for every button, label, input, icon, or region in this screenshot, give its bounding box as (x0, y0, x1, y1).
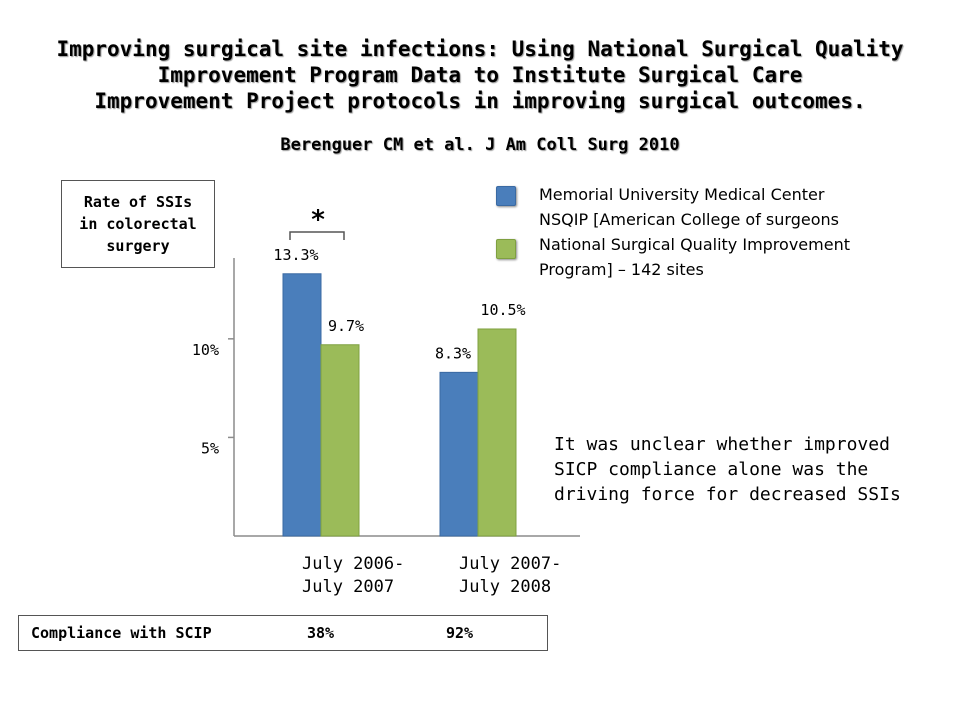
data-label-memorial-period-2: 8.3% (435, 344, 471, 362)
note-line-3: driving force for decreased SSIs (554, 484, 901, 505)
legend-entry-memorial: Memorial University Medical Center (496, 182, 946, 207)
x-tick-label-1-line-1: July 2006- (302, 554, 404, 574)
note-line-2: SICP compliance alone was the (554, 459, 869, 480)
data-label-memorial-period-1: 13.3% (273, 246, 318, 264)
x-tick-label-2-line-1: July 2007- (459, 554, 561, 574)
bar-memorial-period-2 (439, 371, 479, 537)
legend-label-nsqip-line-2: National Surgical Quality Improvement (539, 235, 850, 254)
chart-title: Improving surgical site infections: Usin… (20, 36, 940, 114)
y-tick-label-1: 5% (201, 439, 219, 457)
data-label-nsqip-period-1: 9.7% (328, 317, 364, 335)
y-axis-label-line-3: surgery (106, 237, 170, 255)
title-line-1: Improving surgical site infections: Usin… (56, 37, 904, 61)
compliance-value-period-2: 92% (446, 624, 474, 642)
compliance-label: Compliance with SCIP (31, 624, 212, 642)
legend-label-nsqip-line-3: Program] – 142 sites (539, 260, 704, 279)
bar-nsqip-period-1 (320, 344, 360, 537)
y-tick-label-2: 10% (192, 341, 219, 359)
legend: Memorial University Medical Center NSQIP… (496, 182, 946, 282)
title-line-3: Improvement Project protocols in improvi… (94, 89, 866, 113)
significance-star: * (311, 205, 325, 235)
title-line-2: Improvement Program Data to Institute Su… (157, 63, 803, 87)
legend-label-nsqip-line-1: NSQIP [American College of surgeons (539, 210, 839, 229)
compliance-value-period-1: 38% (307, 624, 335, 642)
bar-nsqip-period-2 (477, 328, 517, 537)
legend-label-memorial: Memorial University Medical Center (539, 185, 825, 204)
x-tick-label-2-line-2: July 2008 (459, 577, 551, 597)
compliance-box: Compliance with SCIP 38% 92% (18, 615, 548, 651)
significance-bracket (289, 231, 345, 240)
y-axis-label-box: Rate of SSIs in colorectal surgery (61, 180, 215, 268)
data-label-nsqip-period-2: 10.5% (480, 301, 525, 319)
citation: Berenguer CM et al. J Am Coll Surg 2010 (280, 135, 680, 155)
x-tick-label-1-line-2: July 2007 (302, 577, 394, 597)
legend-swatch-memorial (496, 186, 516, 206)
legend-entry-nsqip: NSQIP [American College of surgeons Nati… (496, 207, 946, 282)
y-axis-label-line-1: Rate of SSIs (83, 193, 193, 211)
conclusion-note: It was unclear whether improved SICP com… (554, 432, 954, 507)
bar-memorial-period-1 (282, 273, 322, 537)
y-axis-label-line-2: in colorectal (79, 215, 197, 233)
legend-swatch-nsqip (496, 239, 516, 259)
note-line-1: It was unclear whether improved (554, 434, 890, 455)
